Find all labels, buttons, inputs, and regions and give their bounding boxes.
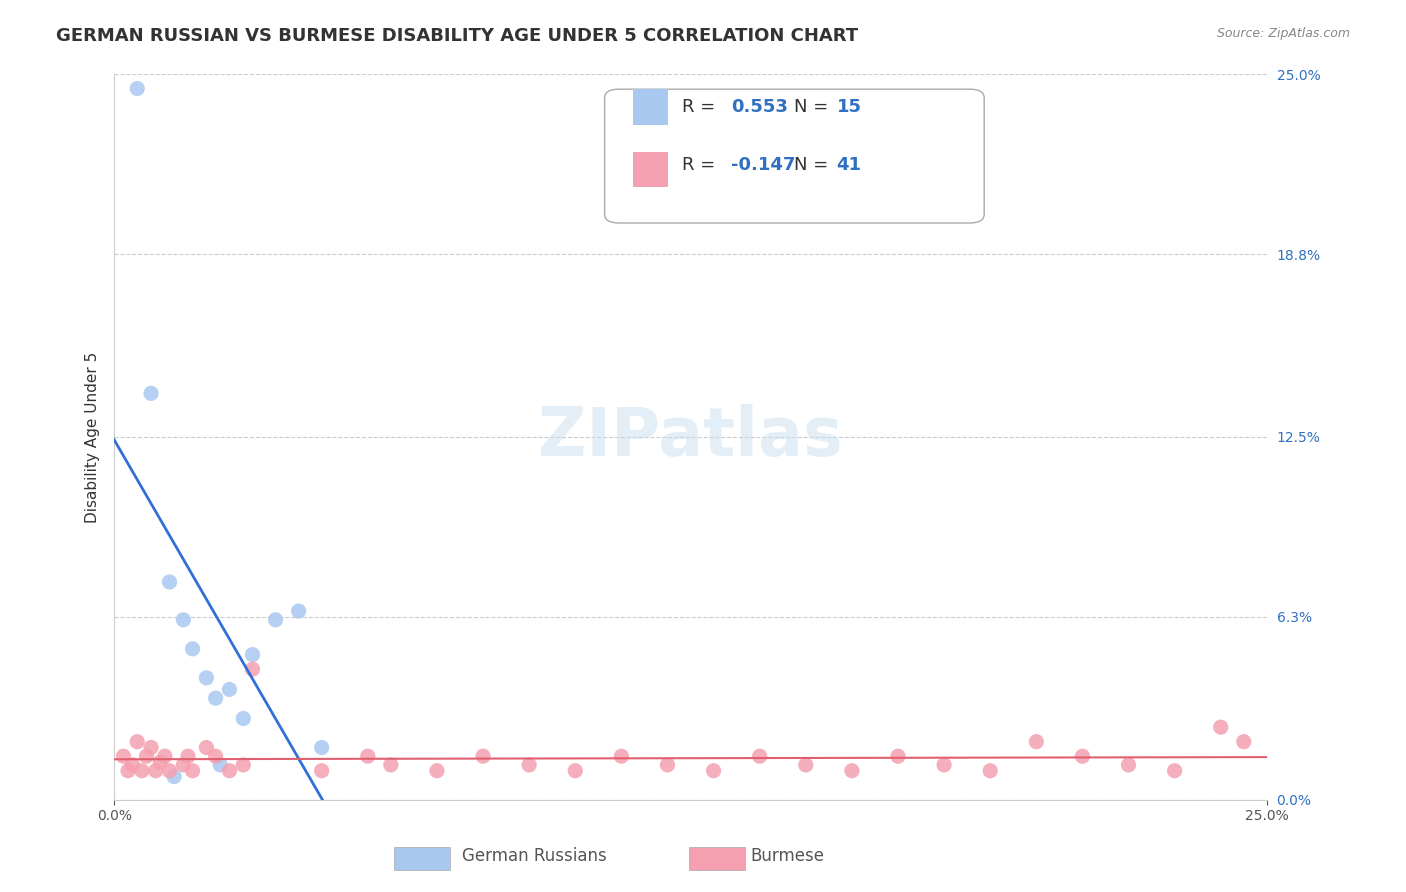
Point xyxy=(117,764,139,778)
Point xyxy=(181,764,204,778)
Point xyxy=(564,764,586,778)
Point xyxy=(139,740,162,755)
Point xyxy=(841,764,863,778)
Point xyxy=(311,764,333,778)
Point xyxy=(145,764,167,778)
Text: 41: 41 xyxy=(837,156,862,174)
Text: German Russians: German Russians xyxy=(463,847,606,865)
Point xyxy=(1209,720,1232,734)
Point xyxy=(264,613,287,627)
Point xyxy=(1163,764,1185,778)
Point xyxy=(153,749,176,764)
Point xyxy=(232,711,254,725)
Point xyxy=(517,758,540,772)
Point xyxy=(177,749,200,764)
Point xyxy=(163,770,186,784)
Text: N =: N = xyxy=(794,156,828,174)
Point xyxy=(195,740,218,755)
Text: 15: 15 xyxy=(837,98,862,116)
Point xyxy=(218,764,240,778)
Point xyxy=(472,749,495,764)
Point xyxy=(204,691,226,706)
Point xyxy=(311,740,333,755)
Point xyxy=(195,671,218,685)
Point xyxy=(1233,735,1256,749)
Point xyxy=(204,749,226,764)
Y-axis label: Disability Age Under 5: Disability Age Under 5 xyxy=(86,351,100,523)
Point xyxy=(218,682,240,697)
Text: R =: R = xyxy=(682,156,716,174)
Point xyxy=(242,662,264,676)
Point xyxy=(139,386,162,401)
Point xyxy=(657,758,679,772)
Point xyxy=(1118,758,1140,772)
Text: GERMAN RUSSIAN VS BURMESE DISABILITY AGE UNDER 5 CORRELATION CHART: GERMAN RUSSIAN VS BURMESE DISABILITY AGE… xyxy=(56,27,859,45)
Text: N =: N = xyxy=(794,98,828,116)
Point xyxy=(242,648,264,662)
Point xyxy=(748,749,770,764)
Point xyxy=(127,735,149,749)
Point xyxy=(209,758,232,772)
Point xyxy=(112,749,135,764)
Point xyxy=(232,758,254,772)
Text: ZIPatlas: ZIPatlas xyxy=(538,404,842,470)
Point xyxy=(1071,749,1094,764)
Point xyxy=(357,749,380,764)
Point xyxy=(172,758,194,772)
Point xyxy=(127,81,149,95)
Point xyxy=(131,764,153,778)
Point xyxy=(380,758,402,772)
Point xyxy=(794,758,817,772)
Point xyxy=(121,758,143,772)
Point xyxy=(932,758,955,772)
Point xyxy=(1025,735,1047,749)
Text: -0.147: -0.147 xyxy=(731,156,796,174)
Point xyxy=(287,604,309,618)
Point xyxy=(887,749,910,764)
Text: Source: ZipAtlas.com: Source: ZipAtlas.com xyxy=(1216,27,1350,40)
Point xyxy=(159,764,181,778)
Point xyxy=(610,749,633,764)
Point xyxy=(172,613,194,627)
Point xyxy=(703,764,725,778)
Text: Burmese: Burmese xyxy=(751,847,824,865)
Point xyxy=(426,764,449,778)
Text: R =: R = xyxy=(682,98,716,116)
Point xyxy=(181,641,204,656)
Point xyxy=(979,764,1001,778)
Point xyxy=(149,755,172,769)
Point xyxy=(159,575,181,590)
Text: 0.553: 0.553 xyxy=(731,98,787,116)
Point xyxy=(135,749,157,764)
